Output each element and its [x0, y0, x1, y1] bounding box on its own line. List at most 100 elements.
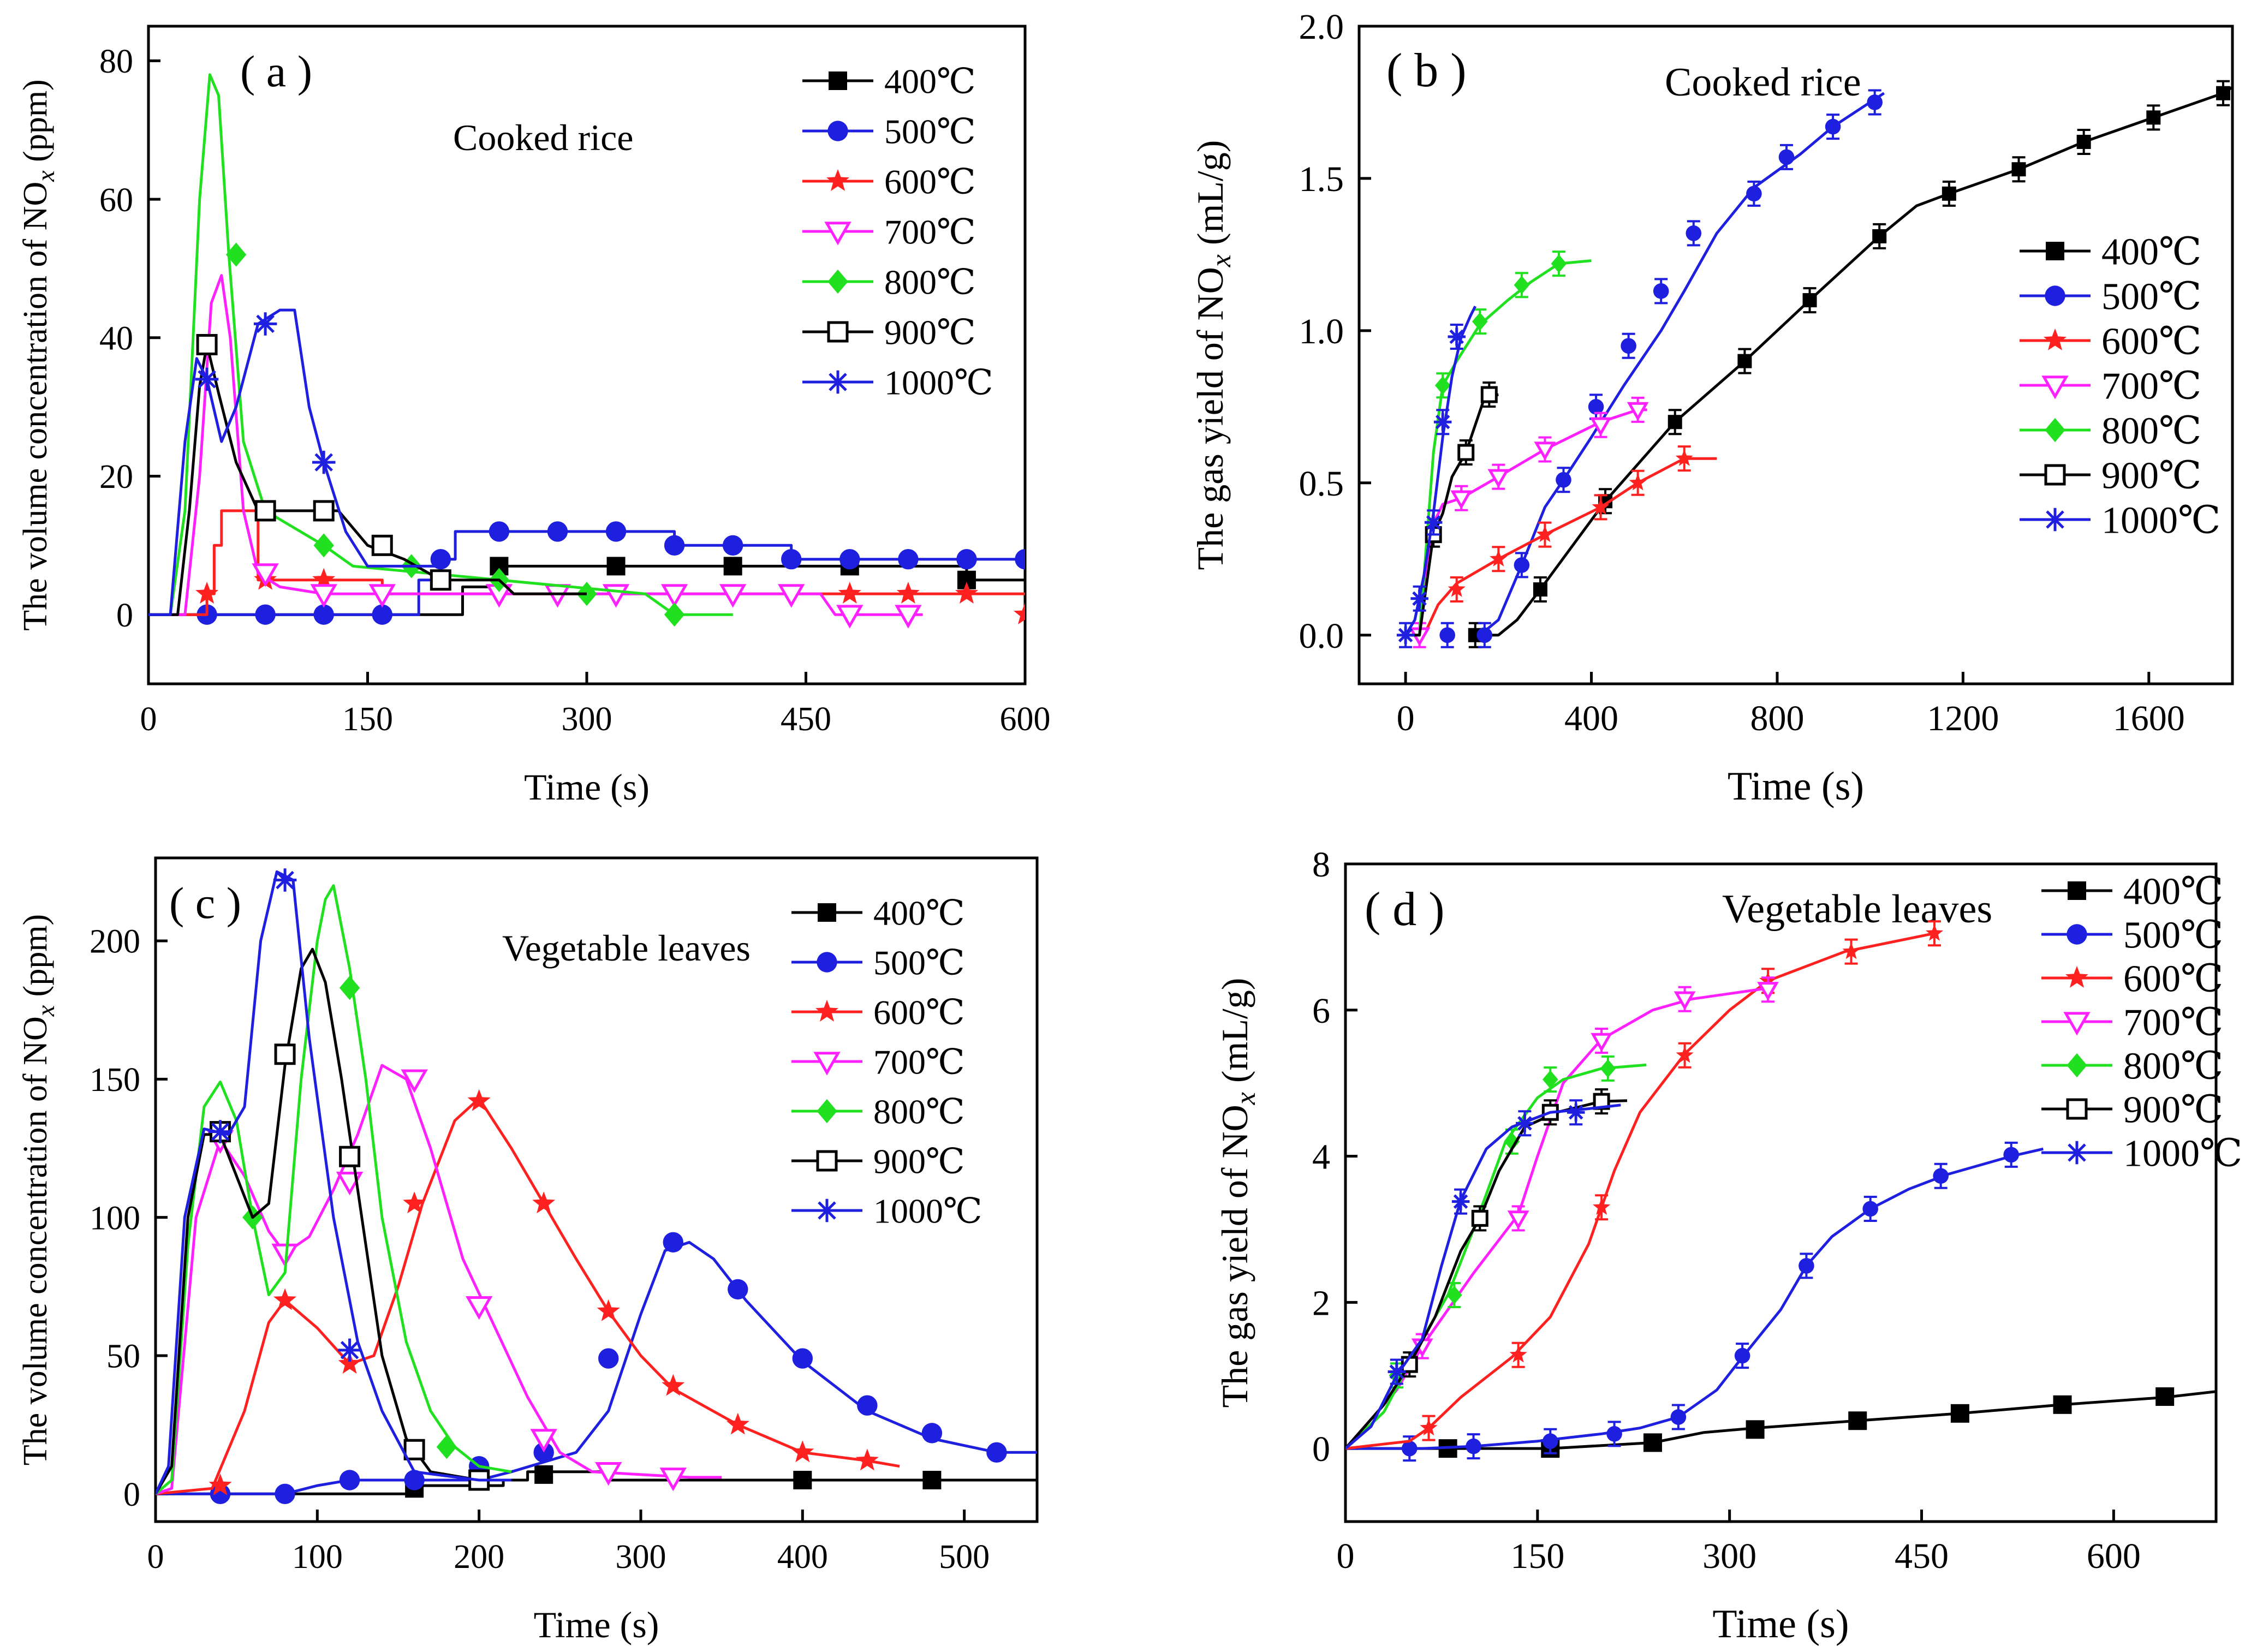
- data-point: [1451, 1192, 1470, 1210]
- legend-entry: 900℃: [2101, 455, 2201, 497]
- data-point: [544, 584, 571, 608]
- x-tick-label: 500: [939, 1538, 990, 1576]
- data-point: [792, 1348, 813, 1369]
- data-point: [1872, 229, 1887, 243]
- data-point: [339, 1470, 360, 1490]
- legend-entry: 600℃: [884, 162, 976, 201]
- y-tick-label: 0.0: [1299, 616, 1344, 656]
- x-tick-label: 400: [777, 1538, 828, 1576]
- y-tick-label: 100: [90, 1200, 140, 1237]
- legend-marker: [2045, 418, 2065, 443]
- y-tick-label: 8: [1312, 845, 1330, 885]
- series-a-6: [148, 308, 441, 616]
- series-a-5: [148, 333, 587, 616]
- data-point: [253, 312, 277, 336]
- y-tick-label: 60: [99, 182, 133, 219]
- y-axis-label-sub: x: [1230, 1092, 1261, 1105]
- data-point: [372, 604, 392, 625]
- plot-area-b: [1396, 80, 2232, 648]
- data-point: [2053, 1395, 2072, 1414]
- data-point: [339, 976, 360, 1000]
- data-point: [465, 1296, 493, 1320]
- data-point: [1433, 413, 1452, 431]
- legend-entry: 900℃: [884, 313, 976, 351]
- legend-marker: [829, 71, 847, 90]
- data-point: [1737, 354, 1752, 368]
- series-b-0: [1468, 80, 2232, 648]
- data-point: [660, 584, 688, 608]
- data-point: [605, 521, 627, 542]
- x-tick-label: 1200: [1927, 699, 1999, 738]
- legend-entry: 600℃: [873, 993, 965, 1031]
- x-tick-label: 300: [1702, 1536, 1756, 1576]
- data-point: [338, 1338, 361, 1362]
- data-point: [1734, 1347, 1750, 1364]
- data-point: [338, 1352, 361, 1374]
- y-tick-label: 20: [99, 458, 133, 496]
- data-point: [662, 1374, 685, 1396]
- series-c-2: [156, 1089, 900, 1495]
- series-line: [156, 884, 512, 1495]
- legend-marker: [815, 1198, 839, 1222]
- legend-entry: 900℃: [873, 1142, 965, 1180]
- y-tick-label: 1.0: [1299, 312, 1344, 351]
- data-point: [1514, 557, 1530, 573]
- legend-marker: [2067, 1053, 2087, 1078]
- data-point: [1516, 1114, 1534, 1132]
- data-point: [225, 242, 247, 267]
- data-point: [726, 1412, 749, 1435]
- data-point: [255, 604, 276, 625]
- data-point: [1674, 991, 1696, 1011]
- data-point: [339, 1146, 361, 1167]
- x-axis-label: Time (s): [524, 766, 650, 808]
- y-tick-label: 0: [116, 597, 133, 634]
- data-point: [2011, 162, 2026, 177]
- y-axis-label-tail: (mL/g): [1189, 140, 1231, 255]
- data-point: [778, 584, 805, 608]
- y-tick-label: 80: [99, 43, 133, 80]
- data-point: [896, 582, 920, 604]
- x-tick-label: 200: [454, 1538, 504, 1576]
- series-line: [1406, 408, 1647, 637]
- legend-entry: 700℃: [884, 212, 976, 251]
- data-point: [1668, 415, 1682, 430]
- y-tick-label: 50: [106, 1338, 140, 1375]
- data-point: [1509, 1345, 1527, 1363]
- data-point: [1746, 186, 1762, 202]
- legend-marker: [2045, 285, 2065, 306]
- legend-a: 400℃ 500℃ 600℃ 700℃ 800℃ 900℃ 1000℃: [802, 62, 993, 402]
- data-point: [1448, 580, 1466, 597]
- data-point: [922, 1471, 942, 1489]
- series-line: [156, 947, 528, 1495]
- series-line: [156, 870, 511, 1495]
- plot-area-c: [156, 868, 1037, 1505]
- y-axis-label-main: The volume concentration of NO: [17, 182, 54, 631]
- data-point: [2155, 1387, 2175, 1406]
- x-axis-label: Time (s): [1728, 764, 1864, 809]
- legend-marker: [2065, 1141, 2089, 1165]
- data-point: [1802, 293, 1817, 308]
- x-tick-label: 450: [781, 701, 831, 738]
- data-point: [1542, 1070, 1558, 1089]
- series-c-5: [156, 947, 528, 1495]
- x-tick-label: 450: [1895, 1536, 1949, 1576]
- data-point: [430, 548, 451, 570]
- data-point: [895, 605, 922, 629]
- y-axis-label-sub: x: [1206, 254, 1237, 267]
- data-point: [1653, 283, 1669, 299]
- data-point: [312, 568, 336, 590]
- legend-marker: [817, 1099, 837, 1124]
- legend-entry: 500℃: [884, 112, 976, 151]
- x-tick-label: 800: [1750, 699, 1804, 738]
- series-d-2: [1345, 920, 1943, 1450]
- legend-entry: 600℃: [2123, 958, 2223, 1000]
- legend-entry: 600℃: [2101, 320, 2201, 362]
- legend-entry: 1000℃: [2123, 1132, 2242, 1174]
- x-tick-label: 300: [562, 701, 612, 738]
- data-point: [595, 1462, 622, 1486]
- y-axis-label: The gas yield of NOx (mL/g): [1214, 978, 1261, 1408]
- data-point: [598, 1348, 619, 1369]
- legend-entry: 700℃: [2123, 1001, 2223, 1043]
- data-point: [986, 1442, 1007, 1463]
